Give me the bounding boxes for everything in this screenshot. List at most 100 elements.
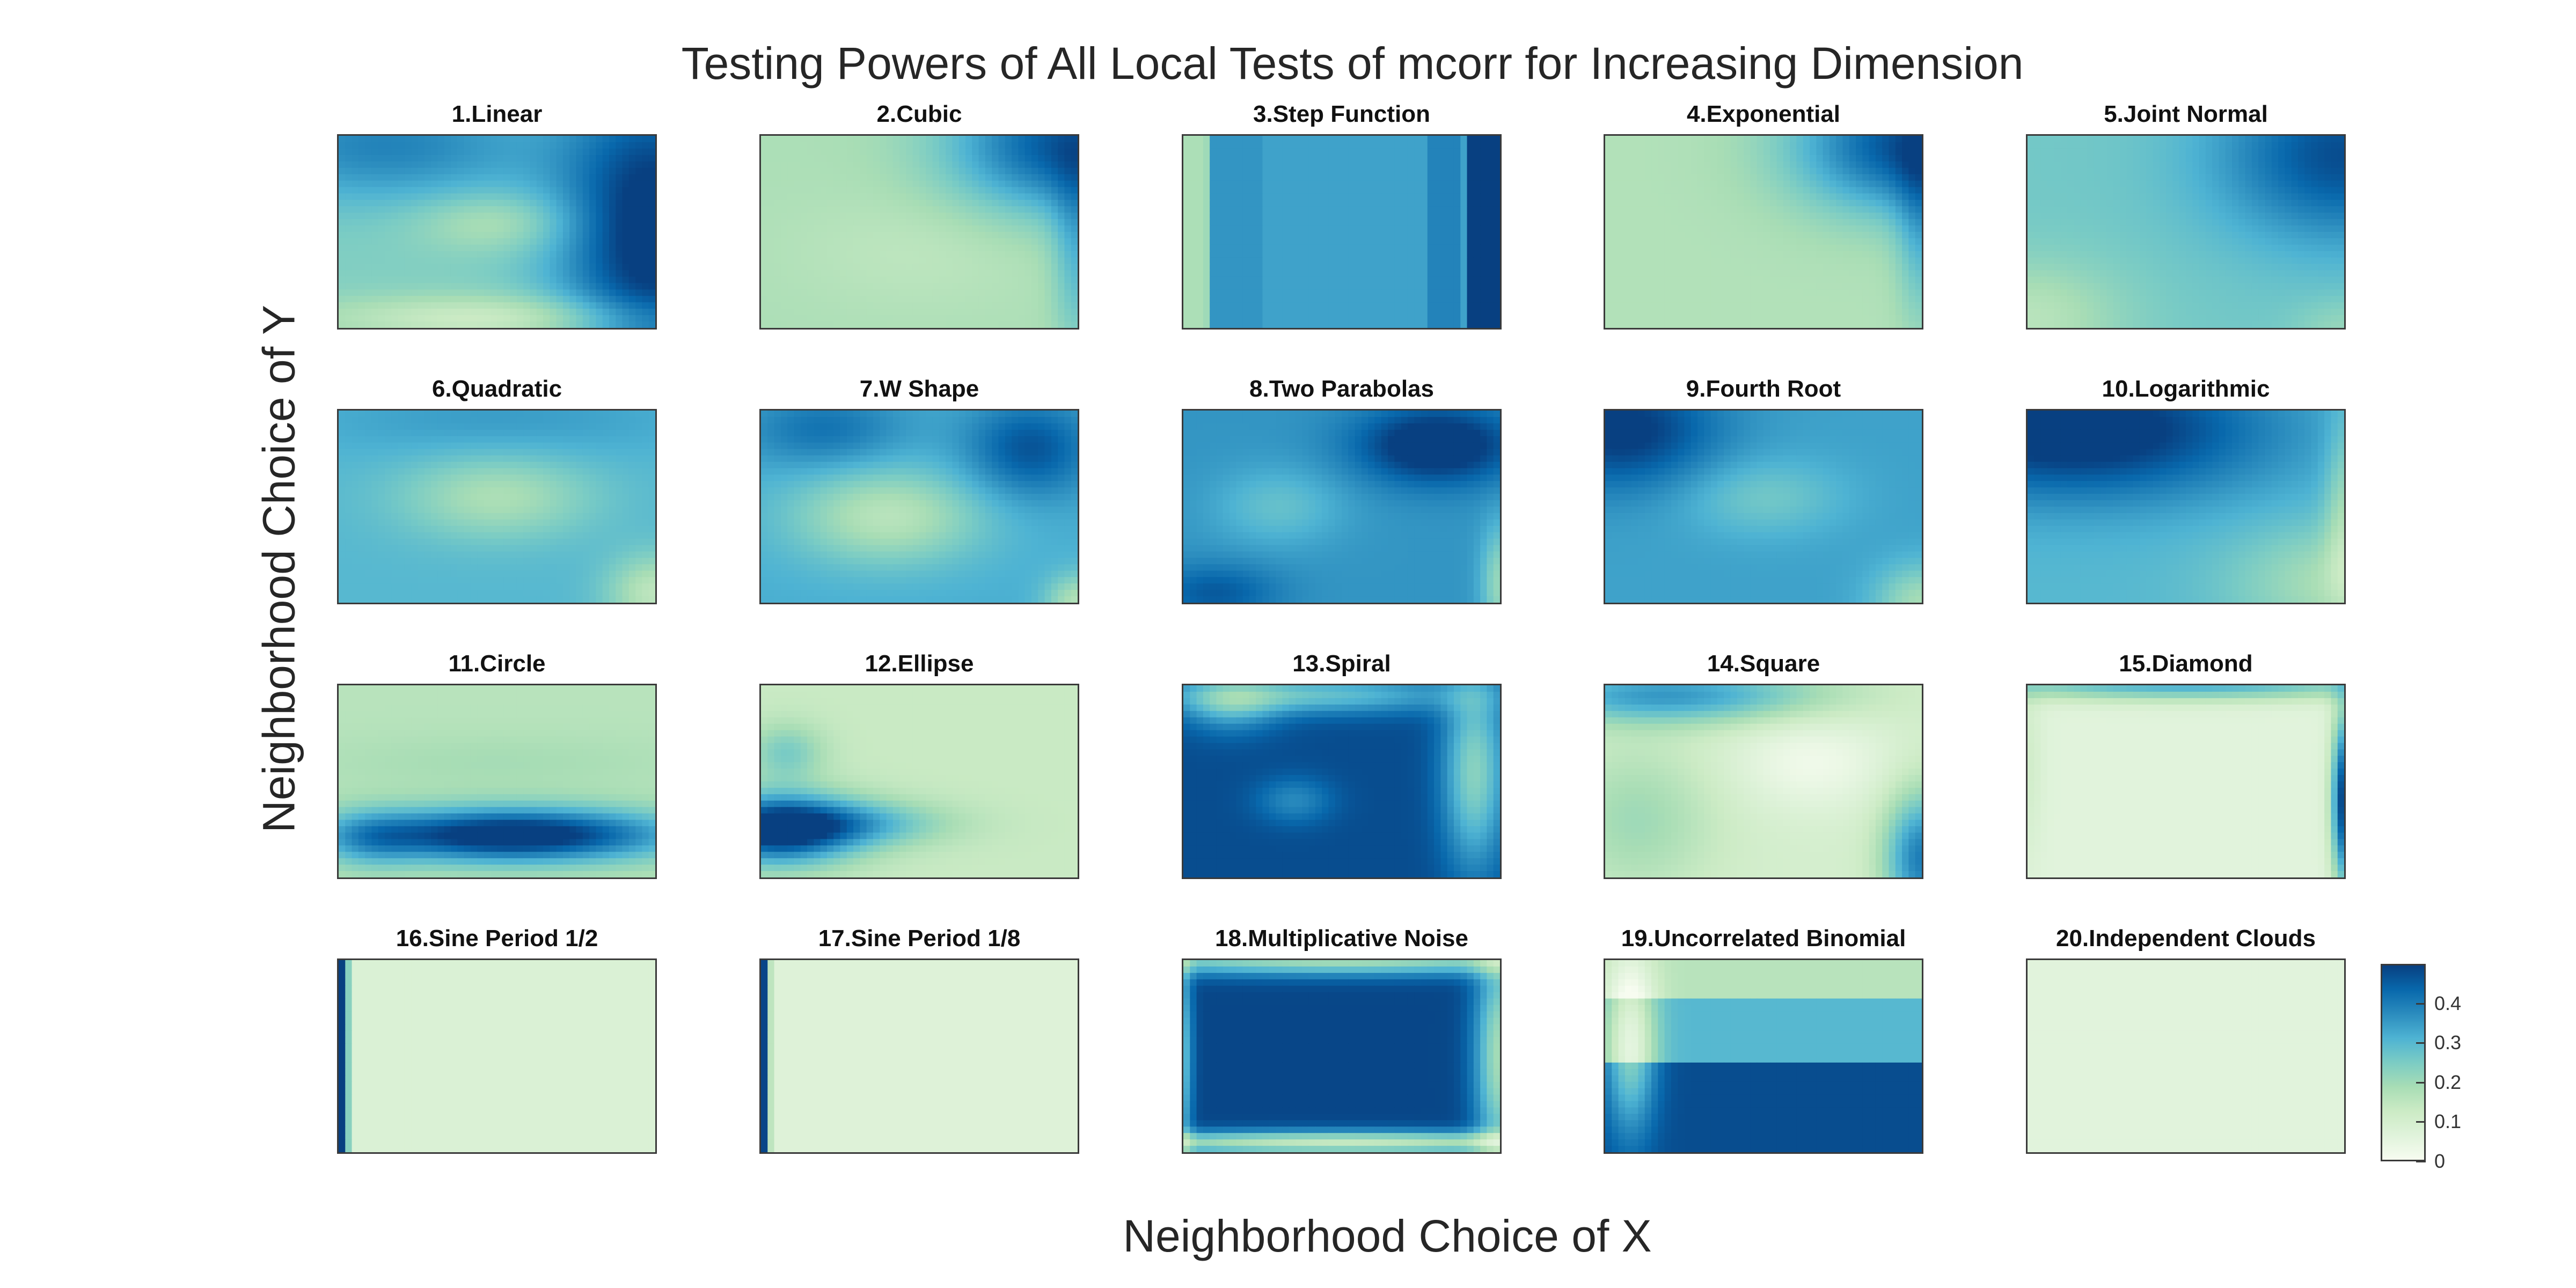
heatmap-cell bbox=[1342, 155, 1349, 162]
heatmap-cell bbox=[1440, 180, 1448, 188]
heatmap-cell bbox=[1216, 142, 1224, 149]
heatmap-cell bbox=[391, 296, 399, 303]
heatmap-cell bbox=[642, 251, 649, 258]
heatmap-cell bbox=[1018, 309, 1026, 316]
heatmap-cell bbox=[516, 232, 524, 239]
heatmap-cell bbox=[609, 321, 616, 328]
heatmap-cell bbox=[899, 289, 907, 296]
heatmap-cell bbox=[840, 302, 847, 309]
heatmap-cell bbox=[1223, 264, 1230, 271]
heatmap-cell bbox=[1038, 302, 1045, 309]
heatmap-cell bbox=[978, 257, 986, 265]
heatmap-cell bbox=[1289, 161, 1296, 169]
heatmap-cell bbox=[628, 232, 636, 239]
heatmap-cell bbox=[952, 270, 960, 277]
heatmap-cell bbox=[1849, 174, 1856, 181]
heatmap-cell bbox=[952, 321, 960, 328]
heatmap-cell bbox=[1882, 200, 1890, 207]
heatmap-cell bbox=[1388, 244, 1395, 252]
heatmap-cell bbox=[1856, 148, 1863, 156]
heatmap-cell bbox=[826, 283, 834, 290]
heatmap-cell bbox=[358, 270, 365, 277]
heatmap-cell bbox=[1216, 187, 1224, 194]
heatmap-cell bbox=[1249, 315, 1256, 322]
heatmap-cell bbox=[1295, 238, 1302, 245]
heatmap-cell bbox=[846, 232, 854, 239]
heatmap-cell bbox=[1421, 136, 1428, 143]
heatmap-cell bbox=[1216, 136, 1224, 143]
heatmap-cell bbox=[1453, 321, 1461, 328]
heatmap-cell bbox=[840, 187, 847, 194]
heatmap-cell bbox=[530, 232, 537, 239]
heatmap-cell bbox=[1783, 206, 1790, 213]
heatmap-cell bbox=[437, 167, 445, 175]
heatmap-cell bbox=[787, 296, 795, 303]
heatmap-cell bbox=[998, 193, 1006, 200]
heatmap-cell bbox=[1427, 251, 1435, 258]
heatmap-cell bbox=[932, 276, 940, 284]
heatmap-cell bbox=[562, 213, 570, 219]
heatmap-cell bbox=[1447, 321, 1454, 328]
heatmap-cell bbox=[1031, 257, 1038, 265]
heatmap-cell bbox=[853, 206, 860, 213]
heatmap-cell bbox=[516, 219, 524, 226]
heatmap-cell bbox=[345, 161, 353, 169]
heatmap-cell bbox=[1210, 315, 1217, 322]
heatmap-cell bbox=[510, 276, 517, 284]
heatmap-cell bbox=[946, 321, 953, 328]
heatmap-cell bbox=[1249, 283, 1256, 290]
heatmap-cell bbox=[497, 270, 504, 277]
heatmap-cell bbox=[932, 309, 940, 316]
heatmap-cell bbox=[622, 136, 630, 143]
heatmap-cell bbox=[1236, 206, 1243, 213]
heatmap-cell bbox=[780, 206, 788, 213]
heatmap-cell bbox=[1447, 257, 1454, 265]
heatmap-cell bbox=[1328, 206, 1336, 213]
heatmap-cell bbox=[1044, 167, 1052, 175]
heatmap-cell bbox=[444, 219, 451, 226]
heatmap-cell bbox=[457, 136, 465, 143]
heatmap-cell bbox=[616, 302, 623, 309]
heatmap-cell bbox=[794, 161, 801, 169]
heatmap-cell bbox=[761, 219, 768, 226]
heatmap-cell bbox=[833, 289, 841, 296]
heatmap-cell bbox=[1644, 136, 1652, 143]
heatmap-cell bbox=[860, 232, 867, 239]
heatmap-cell bbox=[550, 315, 557, 322]
heatmap-cell bbox=[391, 251, 399, 258]
heatmap-cell bbox=[1836, 180, 1843, 188]
heatmap-cell bbox=[1493, 321, 1500, 328]
heatmap-cell bbox=[582, 296, 590, 303]
heatmap-cell bbox=[582, 283, 590, 290]
heatmap-cell bbox=[1018, 302, 1026, 309]
heatmap-cell bbox=[1342, 225, 1349, 232]
heatmap-cell bbox=[457, 155, 465, 162]
heatmap-cell bbox=[582, 142, 590, 149]
heatmap-cell bbox=[1044, 296, 1052, 303]
heatmap-cell bbox=[1242, 257, 1250, 265]
heatmap-cell bbox=[1289, 180, 1296, 188]
heatmap-cell bbox=[1038, 309, 1045, 316]
heatmap-cell bbox=[807, 264, 814, 271]
heatmap-cell bbox=[1282, 193, 1290, 200]
heatmap-cell bbox=[345, 270, 353, 277]
heatmap-cell bbox=[648, 276, 655, 284]
heatmap-cell bbox=[358, 264, 365, 271]
heatmap-cell bbox=[582, 238, 590, 245]
heatmap-cell bbox=[800, 200, 808, 207]
heatmap-cell bbox=[497, 225, 504, 232]
heatmap-cell bbox=[1012, 136, 1019, 143]
heatmap-cell bbox=[543, 219, 550, 226]
heatmap-cell bbox=[886, 155, 894, 162]
heatmap-cell bbox=[1256, 213, 1263, 219]
heatmap-cell bbox=[1829, 206, 1836, 213]
heatmap-cell bbox=[1460, 206, 1468, 213]
heatmap-cell bbox=[780, 264, 788, 271]
heatmap-cell bbox=[1342, 148, 1349, 156]
heatmap-cell bbox=[1790, 213, 1797, 219]
heatmap-cell bbox=[1908, 155, 1916, 162]
heatmap-cell bbox=[1335, 180, 1342, 188]
heatmap-cell bbox=[886, 206, 894, 213]
heatmap-cell bbox=[1044, 283, 1052, 290]
heatmap-cell bbox=[1836, 142, 1843, 149]
